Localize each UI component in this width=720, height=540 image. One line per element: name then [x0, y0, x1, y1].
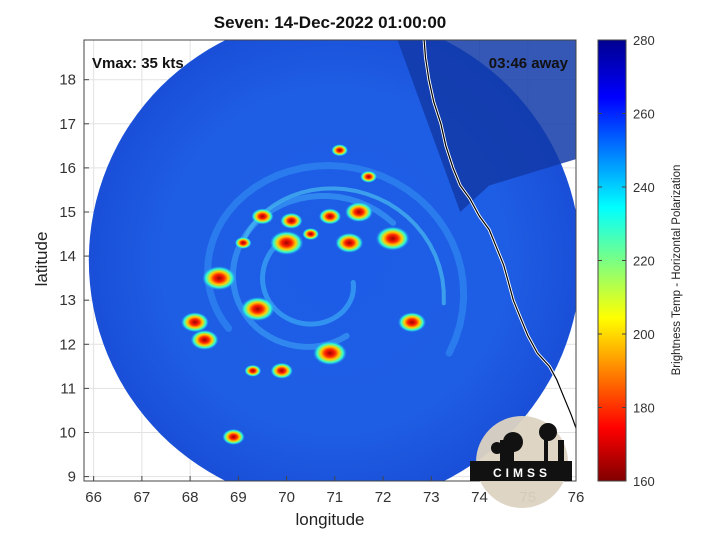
convective-cell [222, 428, 245, 445]
convective-cell [318, 208, 342, 225]
convective-cell [331, 144, 349, 157]
swath-layer [88, 40, 576, 481]
colorbar-tick-label: 180 [633, 401, 655, 416]
y-axis-label: latitude [32, 231, 51, 287]
colorbar [597, 39, 627, 482]
y-tick-label: 12 [59, 336, 76, 353]
y-axis-ticks: 9 10 11 12 13 14 15 16 17 18 [59, 72, 89, 486]
y-tick-label: 11 [60, 380, 76, 397]
y-tick-label: 17 [59, 116, 76, 133]
chart-title: Seven: 14-Dec-2022 01:00:00 [213, 13, 447, 32]
time-away-annotation: 03:46 away [489, 55, 569, 72]
convective-cell [360, 170, 377, 183]
colorbar-tick-label: 220 [633, 254, 655, 269]
y-tick-label: 14 [59, 248, 76, 265]
convective-cell [302, 228, 320, 241]
x-tick-label: 73 [423, 489, 440, 506]
convective-cell [190, 329, 219, 350]
convective-cell [244, 364, 262, 377]
rainband-arc [242, 186, 446, 306]
convective-cells [180, 144, 426, 445]
convective-cell [180, 312, 209, 333]
colorbar-label: Brightness Temp - Horizontal Polarizatio… [671, 164, 683, 376]
convective-cell [240, 297, 275, 322]
colorbar-tick-label: 260 [633, 107, 655, 122]
rainband-layer [204, 161, 468, 357]
x-tick-label: 71 [326, 489, 343, 506]
y-tick-label: 9 [68, 469, 76, 486]
convective-cell [251, 208, 274, 225]
colorbar-tick-label: 200 [633, 327, 655, 342]
convective-cell [335, 232, 364, 253]
x-tick-label: 68 [182, 489, 199, 506]
convective-cell [234, 236, 252, 249]
prior-pass-swath [397, 40, 576, 212]
x-tick-label: 72 [375, 489, 392, 506]
convective-cell [398, 312, 426, 333]
x-tick-label: 70 [278, 489, 295, 506]
y-tick-label: 18 [59, 72, 76, 89]
x-tick-label: 67 [134, 489, 151, 506]
coastline-outline [423, 40, 576, 429]
rainband-arc [229, 193, 397, 350]
convective-cell [375, 226, 410, 251]
y-tick-label: 15 [59, 204, 76, 221]
y-tick-label: 16 [59, 160, 76, 177]
convective-cell [270, 362, 293, 379]
cimss-logo: CIMSS [470, 416, 572, 508]
colorbar-tick-label: 160 [633, 474, 655, 489]
x-axis-label: longitude [295, 510, 365, 529]
colorbar-tick-label: 280 [633, 33, 655, 48]
vmax-annotation: Vmax: 35 kts [92, 55, 184, 72]
y-tick-label: 13 [59, 292, 76, 309]
colorbar-ticks: 280 260 240 220 200 180 160 [598, 33, 655, 489]
rainband-arc [204, 161, 468, 357]
convective-cell [202, 266, 236, 291]
convective-cell [280, 212, 303, 229]
x-tick-label: 76 [568, 489, 585, 506]
colorbar-tick-label: 240 [633, 180, 655, 195]
convective-cell [344, 201, 373, 222]
rainband-arc [259, 234, 357, 327]
x-tick-label: 69 [230, 489, 247, 506]
plot-frame [83, 39, 577, 482]
logo-text: CIMSS [493, 466, 551, 480]
y-tick-label: 10 [59, 424, 76, 441]
convective-cell [313, 341, 347, 366]
x-tick-label: 74 [471, 489, 488, 506]
convective-cell [269, 230, 304, 255]
x-tick-label: 66 [85, 489, 102, 506]
